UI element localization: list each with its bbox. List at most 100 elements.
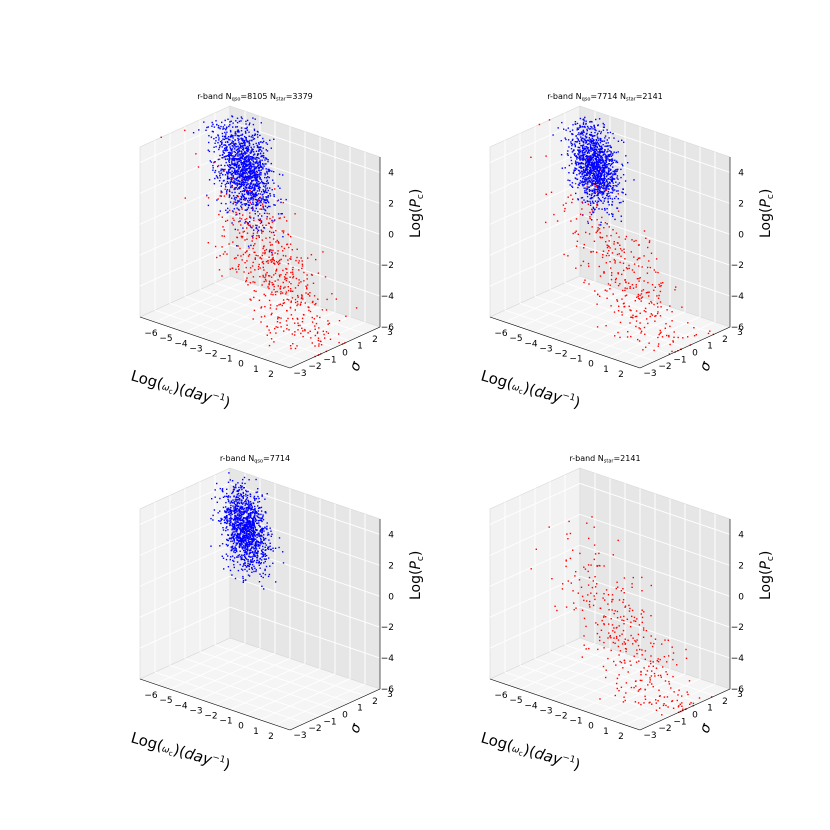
scatter-point	[617, 273, 619, 275]
scatter-point	[270, 147, 272, 149]
scatter-point	[606, 192, 608, 195]
scatter-point	[249, 535, 252, 537]
z-axis-label: Log(Pc)	[758, 189, 776, 238]
scatter-point	[272, 238, 275, 240]
scatter-point	[567, 127, 569, 129]
scatter-point	[247, 187, 250, 189]
scatter-point	[234, 522, 236, 524]
scatter-point	[274, 219, 276, 221]
scatter-point	[248, 204, 251, 206]
scatter-point	[245, 127, 248, 130]
scatter-point	[577, 146, 579, 149]
scatter-point	[583, 159, 585, 161]
scatter-point	[243, 535, 245, 537]
scatter-point	[294, 213, 296, 215]
scatter-point	[607, 174, 610, 176]
scatter-point	[233, 541, 236, 543]
scatter-point	[258, 219, 261, 222]
scatter-point	[219, 545, 221, 547]
scatter-point	[244, 197, 246, 200]
scatter-point	[239, 509, 241, 512]
scatter-point	[231, 267, 233, 269]
scatter-point	[596, 154, 599, 156]
grid-line	[139, 513, 231, 556]
scatter-point	[250, 549, 252, 551]
scatter-point	[234, 551, 236, 554]
scatter-point	[230, 177, 232, 179]
scatter-point	[255, 201, 257, 203]
scatter-point	[616, 299, 618, 301]
scatter-point	[277, 253, 279, 255]
scatter-point	[248, 131, 250, 133]
scatter-point	[625, 267, 628, 269]
scatter-point	[584, 190, 586, 192]
scatter-point	[252, 232, 255, 235]
scatter-point	[258, 196, 261, 199]
scatter-point	[581, 201, 583, 203]
scatter-point	[590, 141, 593, 143]
scatter-point	[573, 169, 575, 171]
scatter-point	[584, 126, 586, 129]
scatter-point	[275, 581, 277, 583]
scatter-point	[227, 152, 230, 154]
scatter-point	[612, 187, 614, 189]
scatter-point	[243, 526, 246, 528]
scatter-point	[244, 222, 246, 224]
scatter-point	[248, 523, 250, 525]
scatter-point	[233, 198, 236, 200]
scatter-point	[281, 230, 283, 232]
scatter-point	[258, 202, 260, 204]
scatter-point	[217, 125, 220, 127]
scatter-point	[251, 148, 253, 150]
scatter-point	[235, 182, 237, 185]
scatter-point	[258, 524, 260, 526]
scatter-point	[255, 529, 257, 531]
scatter-point	[294, 334, 296, 336]
scatter-point	[260, 559, 263, 561]
scatter-point	[247, 178, 249, 180]
scatter-point	[640, 330, 643, 332]
scatter-point	[612, 152, 614, 155]
scatter-point	[270, 249, 272, 251]
scatter-point	[251, 534, 254, 537]
scatter-point	[578, 162, 580, 165]
scatter-point	[252, 318, 254, 320]
scatter-point	[242, 195, 245, 197]
scatter-point	[235, 483, 237, 486]
scatter-point	[252, 169, 254, 171]
scatter-point	[285, 198, 287, 201]
scatter-point	[267, 532, 269, 534]
scatter-point	[242, 155, 244, 158]
scatter-point	[263, 199, 266, 201]
scatter-point	[245, 530, 248, 532]
scatter-point	[567, 154, 569, 156]
scatter-point	[237, 160, 239, 162]
scatter-point	[579, 117, 582, 120]
scatter-point	[286, 328, 288, 330]
scatter-point	[248, 158, 251, 161]
scatter-point	[583, 147, 585, 150]
x-tick-label: −2	[554, 350, 567, 360]
scatter-point	[252, 511, 254, 514]
scatter-point	[614, 218, 616, 221]
scatter-point	[240, 513, 242, 515]
scatter-point	[255, 224, 257, 226]
scatter-point	[244, 182, 246, 184]
scatter-point	[233, 188, 236, 191]
scatter-point	[594, 155, 596, 157]
scatter-point	[242, 152, 244, 155]
scatter-point	[338, 320, 341, 322]
scatter-point	[569, 184, 571, 186]
scatter-point	[242, 138, 244, 140]
scatter-point	[568, 172, 570, 174]
scatter-point	[261, 159, 263, 161]
scatter-point	[606, 174, 608, 176]
scatter-point	[237, 130, 240, 132]
scatter-point	[212, 123, 214, 126]
scatter-point	[250, 167, 253, 169]
scatter-point	[246, 250, 248, 252]
scatter-point	[583, 120, 585, 122]
scatter-point	[238, 232, 241, 234]
scatter-point	[277, 250, 279, 252]
scatter-point	[230, 166, 232, 169]
